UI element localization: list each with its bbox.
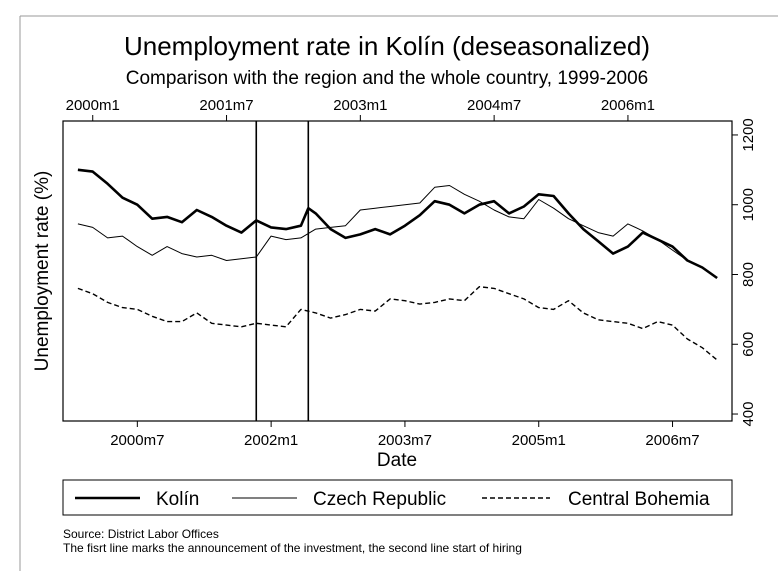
legend-label-kolin: Kolín — [156, 489, 199, 510]
explanation-note: The fisrt line marks the announcement of… — [63, 541, 522, 555]
chart-subtitle: Comparison with the region and the whole… — [126, 68, 648, 89]
bottom-tick-label: 2002m1 — [244, 432, 298, 449]
chart-title: Unemployment rate in Kolín (deseasonaliz… — [124, 31, 650, 61]
top-axis: 2000m1 2001m7 2003m1 2004m7 2006m1 — [66, 97, 655, 121]
series-line-czech-republic — [77, 185, 718, 279]
bottom-axis: 2000m7 2002m1 2003m7 2005m1 2006m7 — [110, 421, 700, 449]
bottom-tick-label: 2003m7 — [378, 432, 432, 449]
legend-label-czech-republic: Czech Republic — [313, 489, 446, 510]
right-tick-label: 400 — [740, 402, 757, 427]
bottom-tick-label: 2000m7 — [110, 432, 164, 449]
series-line-kol-n — [77, 168, 718, 280]
series-lines — [77, 168, 718, 361]
source-note: Source: District Labor Offices — [63, 527, 219, 541]
top-tick-label: 2006m1 — [601, 97, 655, 114]
plot-frame — [62, 120, 733, 422]
series-line-central-bohemia — [77, 286, 718, 361]
bottom-tick-label: 2005m1 — [512, 432, 566, 449]
y-axis-label: Unemployment rate (%) — [32, 171, 53, 372]
x-axis-label: Date — [377, 450, 417, 471]
right-tick-label: 1000 — [740, 188, 757, 221]
right-axis: 400 600 800 1000 1200 — [732, 118, 757, 427]
legend-box — [62, 479, 733, 516]
top-tick-label: 2004m7 — [467, 97, 521, 114]
right-tick-label: 800 — [740, 262, 757, 287]
top-tick-label: 2000m1 — [66, 97, 120, 114]
top-tick-label: 2001m7 — [199, 97, 253, 114]
top-tick-label: 2003m1 — [333, 97, 387, 114]
right-tick-label: 600 — [740, 332, 757, 357]
legend-label-central-bohemia: Central Bohemia — [568, 489, 710, 510]
right-tick-label: 1200 — [740, 118, 757, 151]
bottom-tick-label: 2006m7 — [645, 432, 699, 449]
event-lines — [255, 121, 310, 421]
